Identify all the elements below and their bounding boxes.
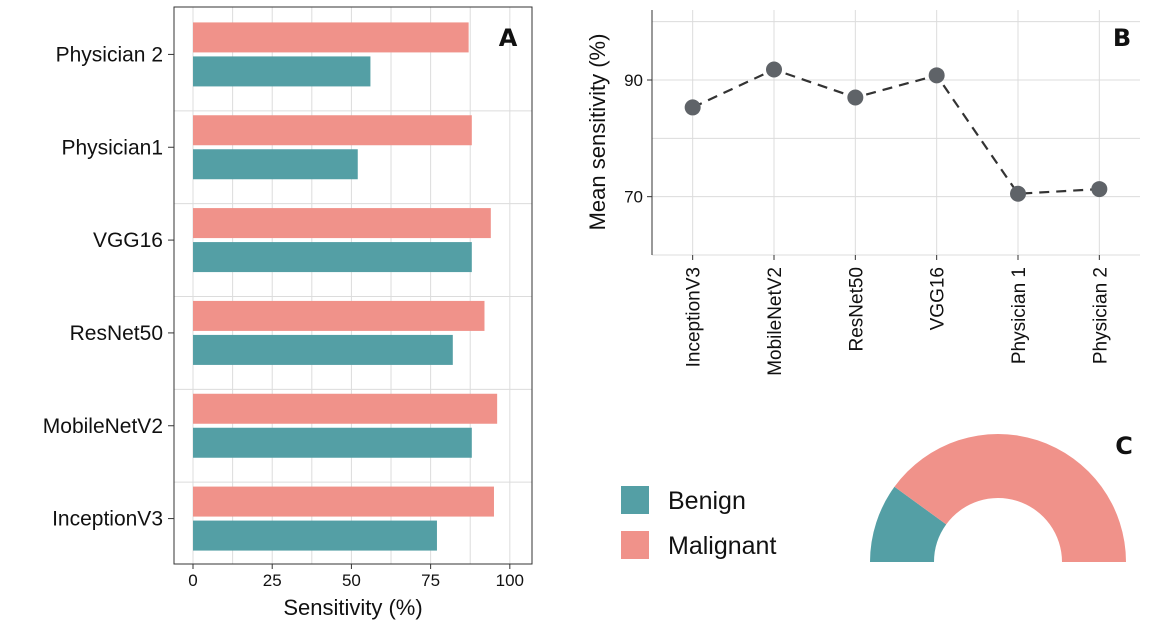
bar-benign [193,520,437,551]
legend-label-benign: Benign [668,487,746,515]
panel-b-point [1010,185,1026,202]
panel-a-frame [173,6,533,565]
panel-b-letter: B [1113,24,1131,52]
bar-malignant [193,208,491,239]
panel-a-category-label: Physician1 [61,136,163,159]
panel-b-x-ticks: InceptionV3 MobileNetV2 ResNet50 VGG16 Physi… [684,255,1111,376]
panel-b-x-tick-label: Physician 2 [1090,267,1111,364]
panel-c-half-donut: C [870,432,1133,562]
bar-malignant [193,300,485,331]
panel-b-point [766,61,782,78]
panel-b-series-line [692,68,1100,195]
panel-a-x-tick-label: 100 [496,571,524,590]
panel-a-x-ticks: 0 25 50 75 100 [188,564,524,590]
legend: Benign Malignant [621,486,776,560]
panel-b-series [684,61,1108,202]
panel-c-letter: C [1115,432,1133,460]
panel-b-y-axis-title: Mean sensitivity (%) [585,34,610,231]
panel-b-y-tick-label: 70 [624,188,643,207]
panel-a-x-tick-label: 25 [263,571,282,590]
panel-a-x-tick-label: 50 [342,571,361,590]
panel-b-x-tick-label: InceptionV3 [684,267,705,367]
legend-label-malignant: Malignant [668,532,776,560]
panel-b-y-ticks: 70 90 [624,71,652,207]
panel-b-point [684,99,701,116]
bar-benign [193,56,371,87]
bar-benign [193,149,358,180]
panel-b-x-tick-label: MobileNetV2 [765,267,786,376]
panel-b-x-tick-label: VGG16 [928,267,949,330]
panel-a-category-label: Physician 2 [56,43,163,66]
bar-malignant [193,393,498,424]
bar-malignant [193,486,494,517]
bar-malignant [193,115,472,146]
legend-swatch-benign [621,486,649,514]
panel-a-category-label: ResNet50 [70,322,163,345]
panel-a-bars [193,22,498,551]
panel-a-bar-chart: Physician 2 Physician1 VGG16 ResNet50 Mobile… [43,6,533,620]
panel-b-x-tick-label: ResNet50 [846,267,867,352]
panel-a-grid [174,7,532,564]
panel-b-point [1091,181,1108,198]
panel-a-letter: A [499,24,518,52]
panel-b-point [928,67,945,84]
panel-a-x-tick-label: 0 [188,571,197,590]
panel-a-x-axis-title: Sensitivity (%) [283,595,422,620]
panel-b-point [847,89,864,106]
panel-a-category-label: InceptionV3 [52,508,163,531]
bar-benign [193,242,472,273]
panel-b-x-tick-label: Physician 1 [1009,267,1030,364]
bar-benign [193,334,453,365]
legend-swatch-malignant [621,531,649,559]
bar-malignant [193,22,469,53]
panel-a-x-tick-label: 75 [421,571,440,590]
panel-b-line-chart: 70 90 InceptionV3 MobileNetV2 ResNet50 VGG16… [585,10,1140,376]
panel-b-y-tick-label: 90 [624,71,643,90]
panel-c-slices [870,433,1126,562]
panel-a-category-labels: Physician 2 Physician1 VGG16 ResNet50 Mobile… [43,43,174,531]
bar-benign [193,427,472,458]
panel-c-slice-malignant [894,433,1126,562]
panel-c-slice-benign [870,486,947,562]
panel-b-grid [652,10,1140,256]
panel-a-category-label: VGG16 [93,229,163,252]
panel-a-category-label: MobileNetV2 [43,415,163,438]
